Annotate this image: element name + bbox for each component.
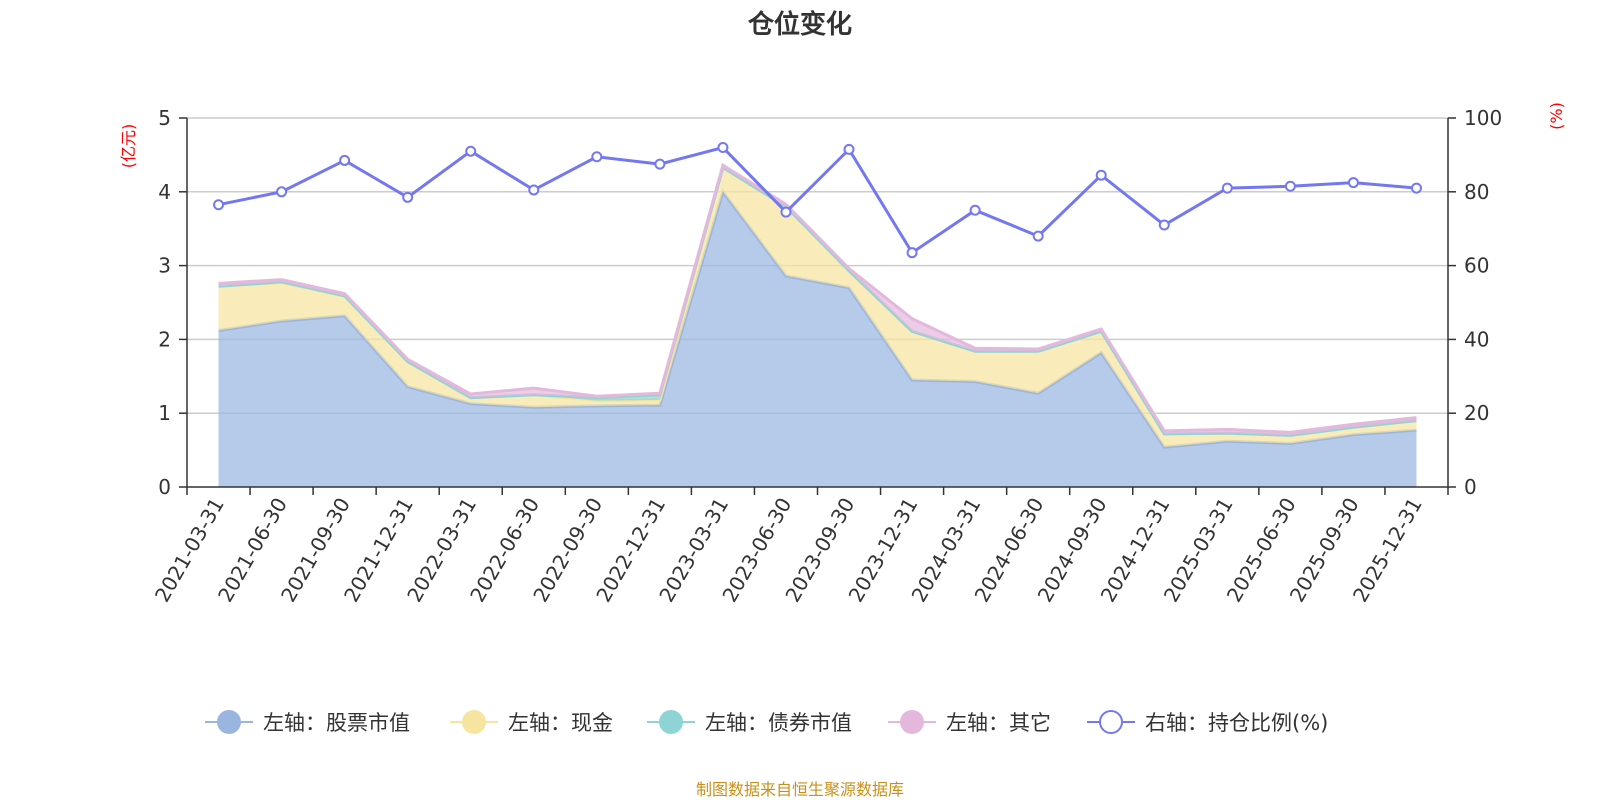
- ratio-point: [276, 186, 288, 198]
- ratio-point: [339, 154, 351, 166]
- ratio-point: [1347, 177, 1359, 189]
- left-axis-tick-label: 1: [158, 401, 171, 425]
- data-source-note: 制图数据来自恒生聚源数据库: [696, 780, 904, 799]
- right-axis-unit: (%): [1547, 102, 1566, 130]
- ratio-point: [465, 145, 477, 157]
- legend-label: 右轴：持仓比例(%): [1145, 711, 1328, 735]
- legend-label: 左轴：现金: [508, 711, 613, 735]
- ratio-point: [780, 206, 792, 218]
- legend-label: 左轴：债券市值: [705, 711, 852, 735]
- area-左轴：股票市值: [218, 191, 1417, 488]
- right-axis-tick-label: 60: [1464, 254, 1489, 278]
- ratio-point: [1158, 219, 1170, 231]
- left-axis-tick-label: 5: [158, 106, 171, 130]
- legend-marker: [1099, 710, 1123, 734]
- ratio-point: [1095, 169, 1107, 181]
- ratio-point: [969, 204, 981, 216]
- legend-label: 左轴：股票市值: [263, 711, 410, 735]
- ratio-point: [717, 142, 729, 154]
- ratio-point: [402, 191, 414, 203]
- legend-marker: [900, 710, 924, 734]
- legend-marker: [217, 710, 241, 734]
- ratio-point: [213, 199, 225, 211]
- chart-title: 仓位变化: [747, 9, 852, 40]
- area-series: [218, 162, 1417, 488]
- ratio-point: [591, 151, 603, 163]
- right-axis-tick-label: 80: [1464, 180, 1489, 204]
- left-axis-tick-label: 4: [158, 180, 171, 204]
- ratio-point: [528, 184, 540, 196]
- legend-marker: [659, 710, 683, 734]
- legend-marker: [462, 710, 486, 734]
- legend-item: 右轴：持仓比例(%): [1087, 710, 1328, 735]
- right-axis-tick-label: 0: [1464, 475, 1477, 499]
- right-axis-tick-label: 40: [1464, 327, 1489, 351]
- left-axis-unit: (亿元): [119, 124, 138, 169]
- legend-item: 左轴：现金: [450, 710, 613, 735]
- left-axis-tick-label: 0: [158, 475, 171, 499]
- legend-label: 左轴：其它: [946, 711, 1051, 735]
- ratio-line-series: [213, 142, 1422, 259]
- area-edge-左轴：其它: [218, 162, 1417, 434]
- ratio-point: [1032, 230, 1044, 242]
- legend-item: 左轴：债券市值: [647, 710, 852, 735]
- ratio-point: [654, 158, 666, 170]
- ratio-point: [1284, 180, 1296, 192]
- legend-item: 左轴：其它: [888, 710, 1051, 735]
- left-axis-tick-label: 3: [158, 254, 171, 278]
- ratio-point: [843, 143, 855, 155]
- ratio-line: [218, 145, 1417, 255]
- ratio-point: [906, 247, 918, 259]
- ratio-point: [1410, 182, 1422, 194]
- legend-item: 左轴：股票市值: [205, 710, 410, 735]
- legend: 左轴：股票市值 左轴：现金 左轴：债券市值 左轴：其它 右轴：持仓比例(%): [205, 710, 1328, 735]
- right-axis-tick-label: 100: [1464, 106, 1502, 130]
- right-axis-tick-label: 20: [1464, 401, 1489, 425]
- left-axis-tick-label: 2: [158, 327, 171, 351]
- ratio-point: [1221, 182, 1233, 194]
